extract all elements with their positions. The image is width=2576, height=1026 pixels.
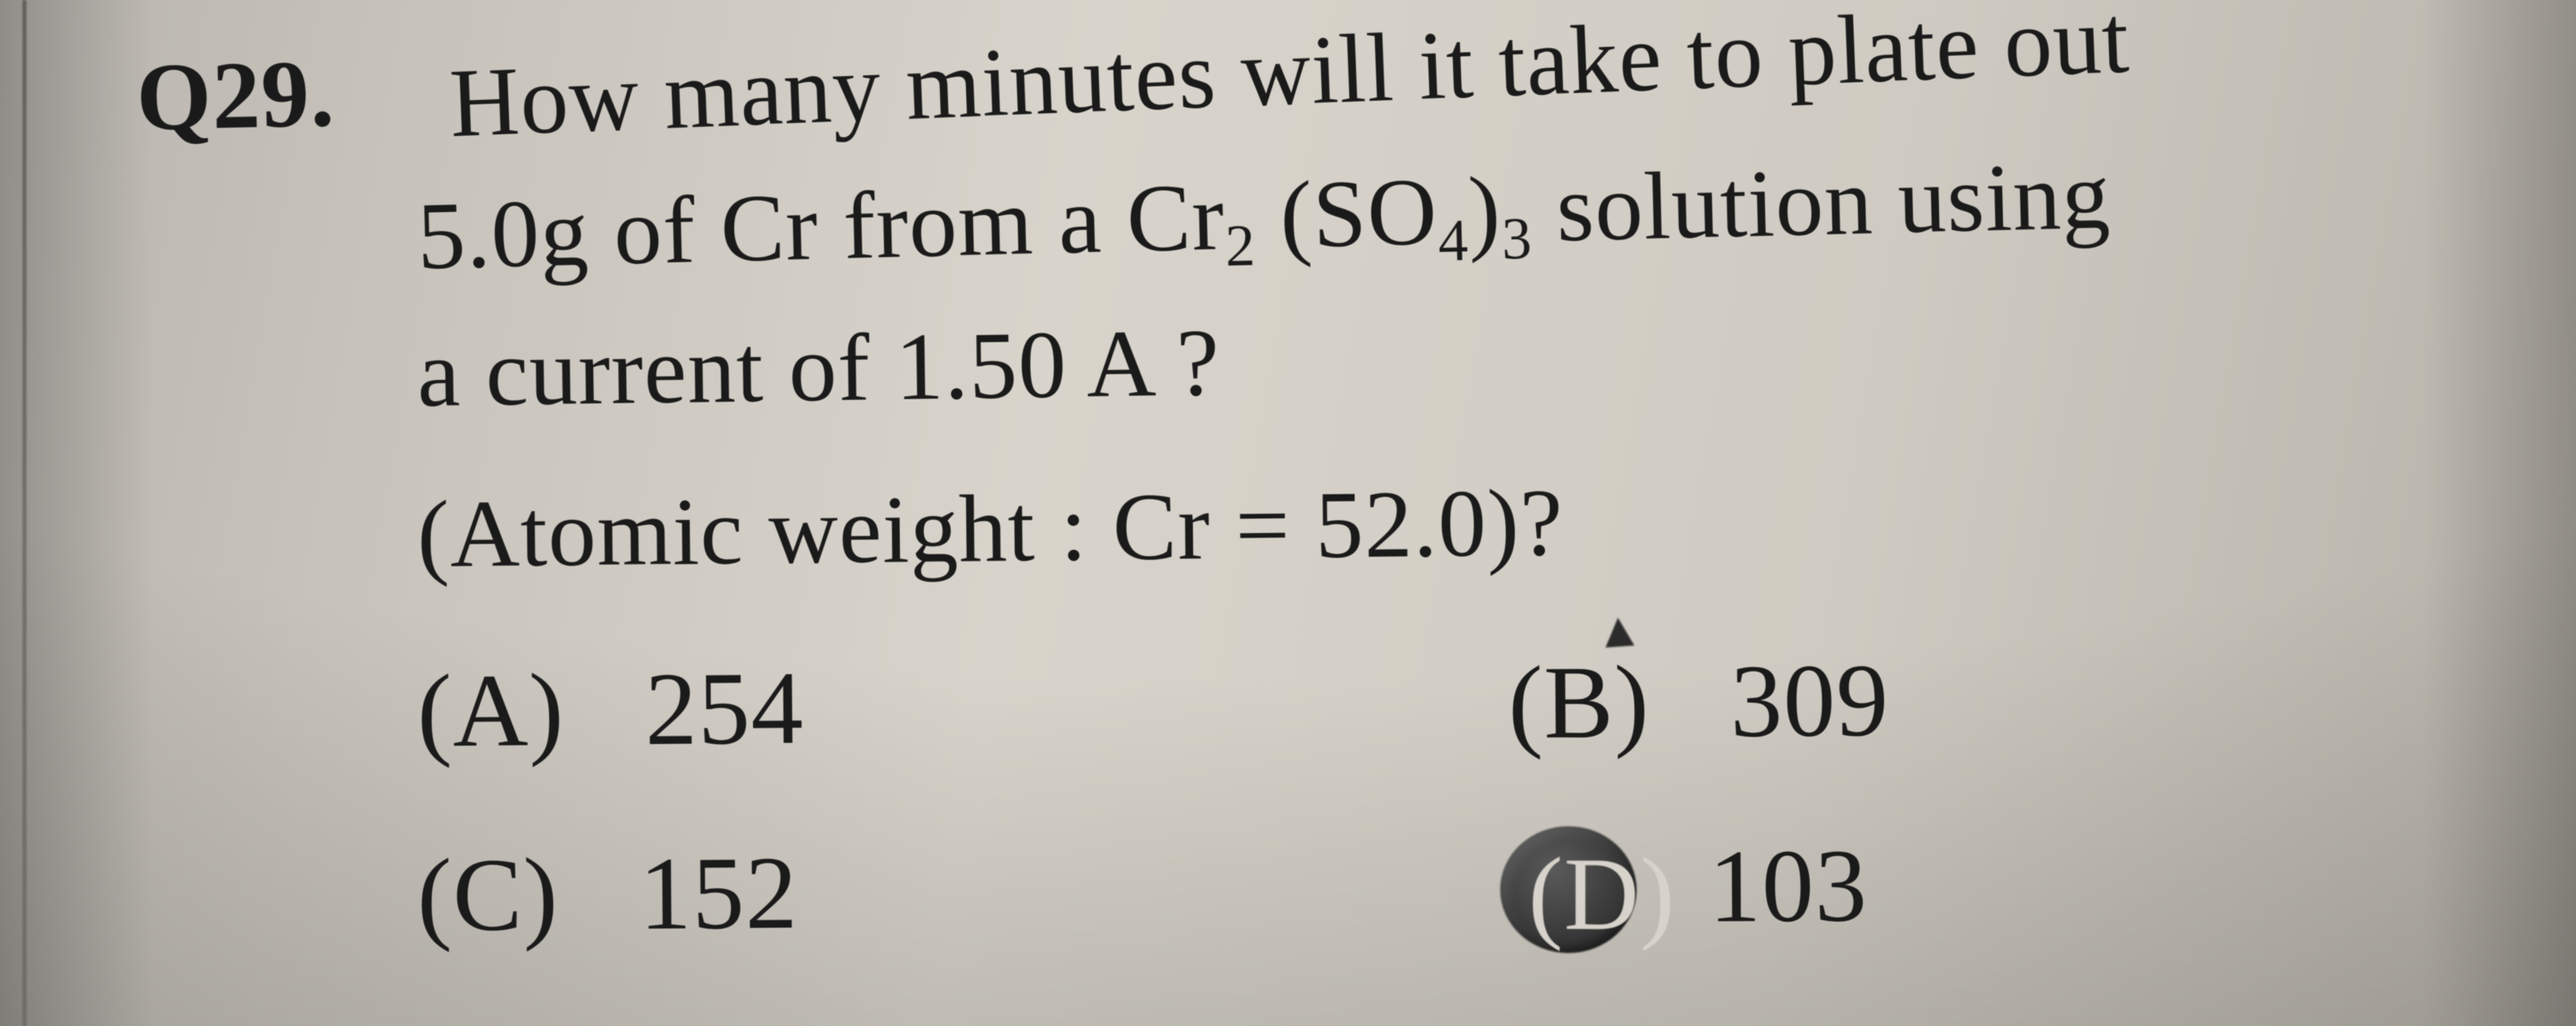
q2-sub1: 2 <box>1224 213 1256 279</box>
option-b-label: (B) <box>1508 644 1650 760</box>
pencil-arrow-icon <box>1604 617 1634 647</box>
option-d-value[interactable]: 103 <box>1709 825 1868 947</box>
question-number: Q29. <box>136 38 336 152</box>
option-d-label[interactable]: (D) <box>1528 834 1675 955</box>
option-c-value: 152 <box>639 835 798 951</box>
question-line-1: How many minutes will it take to plate o… <box>448 0 2132 160</box>
question-line-3: a current of 1.50 A ? <box>416 307 1221 429</box>
q2-mid: (SO <box>1254 158 1439 270</box>
q2-mid2: ) <box>1466 156 1502 264</box>
q2-sub2: 4 <box>1438 208 1470 274</box>
option-c-label: (C) <box>417 837 559 953</box>
q2-pre: 5.0g of Cr from a Cr <box>416 163 1226 290</box>
page-border-left <box>22 0 26 1026</box>
question-line-4: (Atomic weight : Cr = 52.0)? <box>416 468 1564 590</box>
page: Q29. How many minutes will it take to pl… <box>0 0 2576 1026</box>
option-a[interactable]: (A) 254 <box>416 648 804 772</box>
option-b-value: 309 <box>1730 643 1889 759</box>
q2-sub3: 3 <box>1501 206 1533 273</box>
option-c[interactable]: (C) 152 <box>416 833 798 955</box>
option-b[interactable]: (B) 309 <box>1507 640 1889 763</box>
option-a-label: (A) <box>416 653 565 770</box>
option-a-value: 254 <box>644 651 804 768</box>
q2-post: solution using <box>1531 141 2112 262</box>
question-line-2: 5.0g of Cr from a Cr2 (SO4)3 solution us… <box>416 140 2112 300</box>
